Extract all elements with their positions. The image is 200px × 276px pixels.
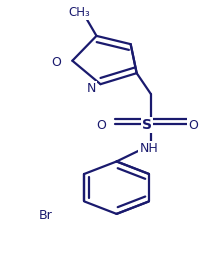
- Text: CH₃: CH₃: [68, 6, 90, 19]
- Text: N: N: [86, 82, 96, 95]
- Text: O: O: [96, 118, 106, 132]
- Text: O: O: [187, 118, 197, 132]
- Text: O: O: [51, 55, 61, 69]
- Text: Br: Br: [38, 209, 52, 222]
- Text: S: S: [141, 118, 151, 132]
- Text: NH: NH: [139, 142, 157, 155]
